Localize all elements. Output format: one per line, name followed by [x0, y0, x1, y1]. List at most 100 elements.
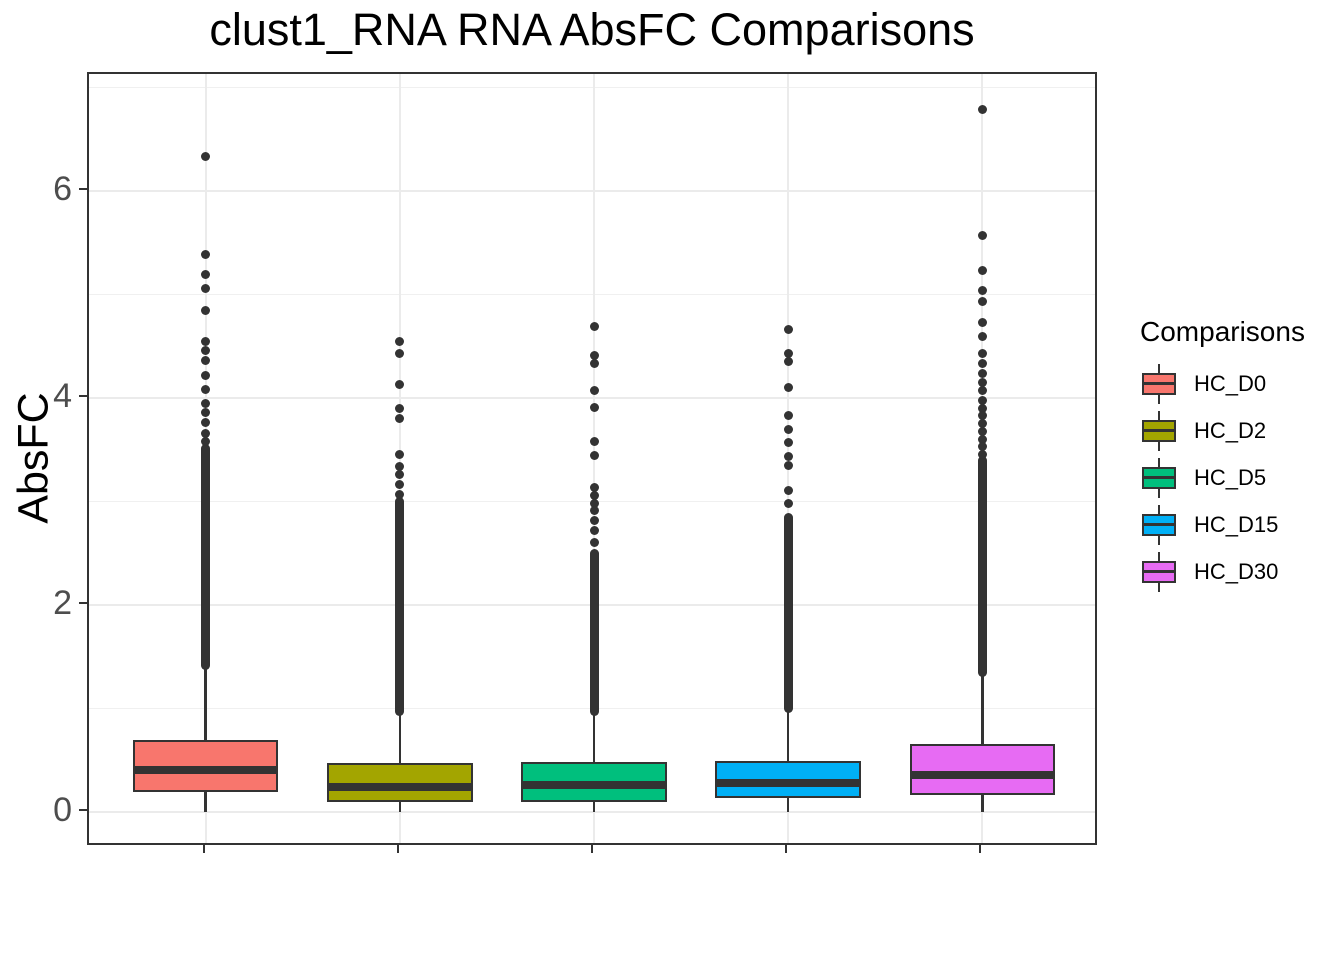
outlier-point-HC_D30 — [977, 403, 987, 413]
upper-whisker-HC_D2 — [398, 711, 402, 764]
legend-label: HC_D30 — [1194, 558, 1279, 584]
legend-title: Comparisons — [1140, 316, 1305, 347]
legend-label: HC_D15 — [1194, 511, 1279, 537]
lower-whisker-HC_D15 — [786, 797, 790, 812]
outlier-point-HC_D15 — [783, 452, 793, 462]
y-tick-label-6: 6 — [53, 170, 72, 208]
y-tick-mark-4 — [79, 395, 87, 397]
plot-panel — [87, 72, 1097, 845]
legend-item-hc_d2: HC_D2 — [1140, 407, 1305, 454]
x-tick-mark-HC_D5 — [591, 845, 593, 853]
outlier-column-HC_D30 — [977, 455, 987, 677]
outlier-column-HC_D15 — [783, 512, 793, 713]
outlier-point-HC_D5 — [589, 515, 599, 525]
outlier-point-HC_D15 — [783, 438, 793, 447]
legend-key-median — [1142, 522, 1176, 526]
outlier-point-HC_D30 — [977, 231, 987, 240]
outlier-point-HC_D15 — [783, 424, 793, 434]
outlier-point-HC_D30 — [977, 419, 987, 429]
legend-key-boxplot-icon — [1140, 410, 1178, 451]
gridline-minor-y5 — [89, 294, 1095, 295]
outlier-point-HC_D0 — [201, 356, 211, 366]
outlier-point-HC_D30 — [977, 426, 987, 436]
outlier-point-HC_D30 — [977, 297, 987, 307]
box-HC_D30 — [909, 743, 1056, 796]
outlier-point-HC_D15 — [783, 411, 793, 421]
y-tick-label-2: 2 — [53, 584, 72, 622]
outlier-point-HC_D30 — [977, 368, 987, 378]
lower-whisker-HC_D30 — [981, 795, 984, 812]
outlier-point-HC_D30 — [977, 386, 987, 396]
legend-key-median — [1142, 381, 1176, 385]
outlier-point-HC_D0 — [201, 152, 211, 162]
lower-whisker-HC_D5 — [592, 801, 596, 812]
outlier-point-HC_D30 — [977, 450, 987, 460]
outlier-point-HC_D5 — [589, 482, 599, 492]
median-HC_D2 — [326, 783, 473, 792]
outlier-point-HC_D30 — [977, 359, 987, 369]
outlier-point-HC_D30 — [977, 442, 987, 452]
median-HC_D30 — [909, 770, 1056, 779]
outlier-point-HC_D0 — [201, 283, 211, 293]
outlier-point-HC_D0 — [201, 407, 211, 417]
y-tick-label-0: 0 — [53, 791, 72, 829]
y-tick-mark-6 — [79, 188, 87, 190]
gridline-major-y6 — [89, 190, 1095, 192]
outlier-point-HC_D30 — [977, 348, 987, 358]
outlier-point-HC_D0 — [201, 385, 211, 395]
outlier-point-HC_D15 — [783, 485, 793, 495]
gridline-minor-y7 — [89, 87, 1095, 88]
legend-item-hc_d15: HC_D15 — [1140, 501, 1305, 548]
outlier-point-HC_D0 — [201, 336, 211, 346]
outlier-point-HC_D5 — [589, 436, 599, 446]
legend-key-median — [1142, 475, 1176, 479]
legend-item-hc_d5: HC_D5 — [1140, 454, 1305, 501]
legend-key-boxplot-icon — [1140, 551, 1178, 592]
outlier-point-HC_D0 — [201, 345, 211, 355]
outlier-point-HC_D30 — [977, 434, 987, 444]
outlier-point-HC_D30 — [977, 395, 987, 405]
outlier-point-HC_D5 — [589, 506, 599, 516]
x-tick-mark-HC_D2 — [396, 845, 399, 853]
outlier-point-HC_D5 — [589, 322, 599, 332]
lower-whisker-HC_D0 — [204, 792, 207, 812]
upper-whisker-HC_D30 — [981, 672, 984, 744]
legend-item-hc_d30: HC_D30 — [1140, 548, 1305, 595]
outlier-column-HC_D2 — [395, 497, 405, 717]
legend-key-boxplot-icon — [1140, 504, 1178, 545]
outlier-point-HC_D15 — [783, 383, 793, 393]
outlier-point-HC_D5 — [589, 451, 599, 461]
outlier-point-HC_D5 — [589, 386, 599, 396]
y-tick-mark-2 — [79, 602, 87, 604]
upper-whisker-HC_D15 — [786, 708, 790, 762]
x-tick-mark-HC_D30 — [979, 845, 982, 853]
panel-gridlines-and-boxes — [89, 74, 1095, 843]
legend-key-median — [1142, 569, 1176, 573]
x-tick-mark-HC_D0 — [202, 845, 205, 853]
outlier-point-HC_D0 — [201, 270, 211, 280]
outlier-point-HC_D30 — [977, 104, 987, 114]
outlier-column-HC_D0 — [201, 444, 211, 670]
outlier-point-HC_D0 — [201, 418, 211, 428]
outlier-point-HC_D0 — [201, 398, 211, 408]
upper-whisker-HC_D5 — [592, 711, 596, 763]
outlier-point-HC_D2 — [395, 336, 405, 346]
outlier-point-HC_D2 — [395, 470, 405, 480]
outlier-point-HC_D0 — [201, 249, 211, 259]
outlier-point-HC_D5 — [589, 499, 599, 509]
outlier-column-HC_D5 — [589, 548, 599, 717]
legend-label: HC_D5 — [1194, 464, 1267, 490]
outlier-point-HC_D30 — [977, 411, 987, 421]
outlier-point-HC_D0 — [201, 370, 211, 380]
outlier-point-HC_D2 — [395, 480, 405, 490]
median-HC_D15 — [715, 779, 862, 788]
outlier-point-HC_D15 — [783, 325, 793, 335]
gridline-major-y0 — [89, 811, 1095, 813]
y-tick-mark-0 — [79, 809, 87, 811]
outlier-point-HC_D2 — [395, 403, 405, 413]
outlier-point-HC_D2 — [395, 489, 405, 499]
outlier-point-HC_D15 — [783, 357, 793, 367]
gridline-major-y4 — [89, 397, 1095, 399]
outlier-point-HC_D0 — [201, 436, 211, 446]
